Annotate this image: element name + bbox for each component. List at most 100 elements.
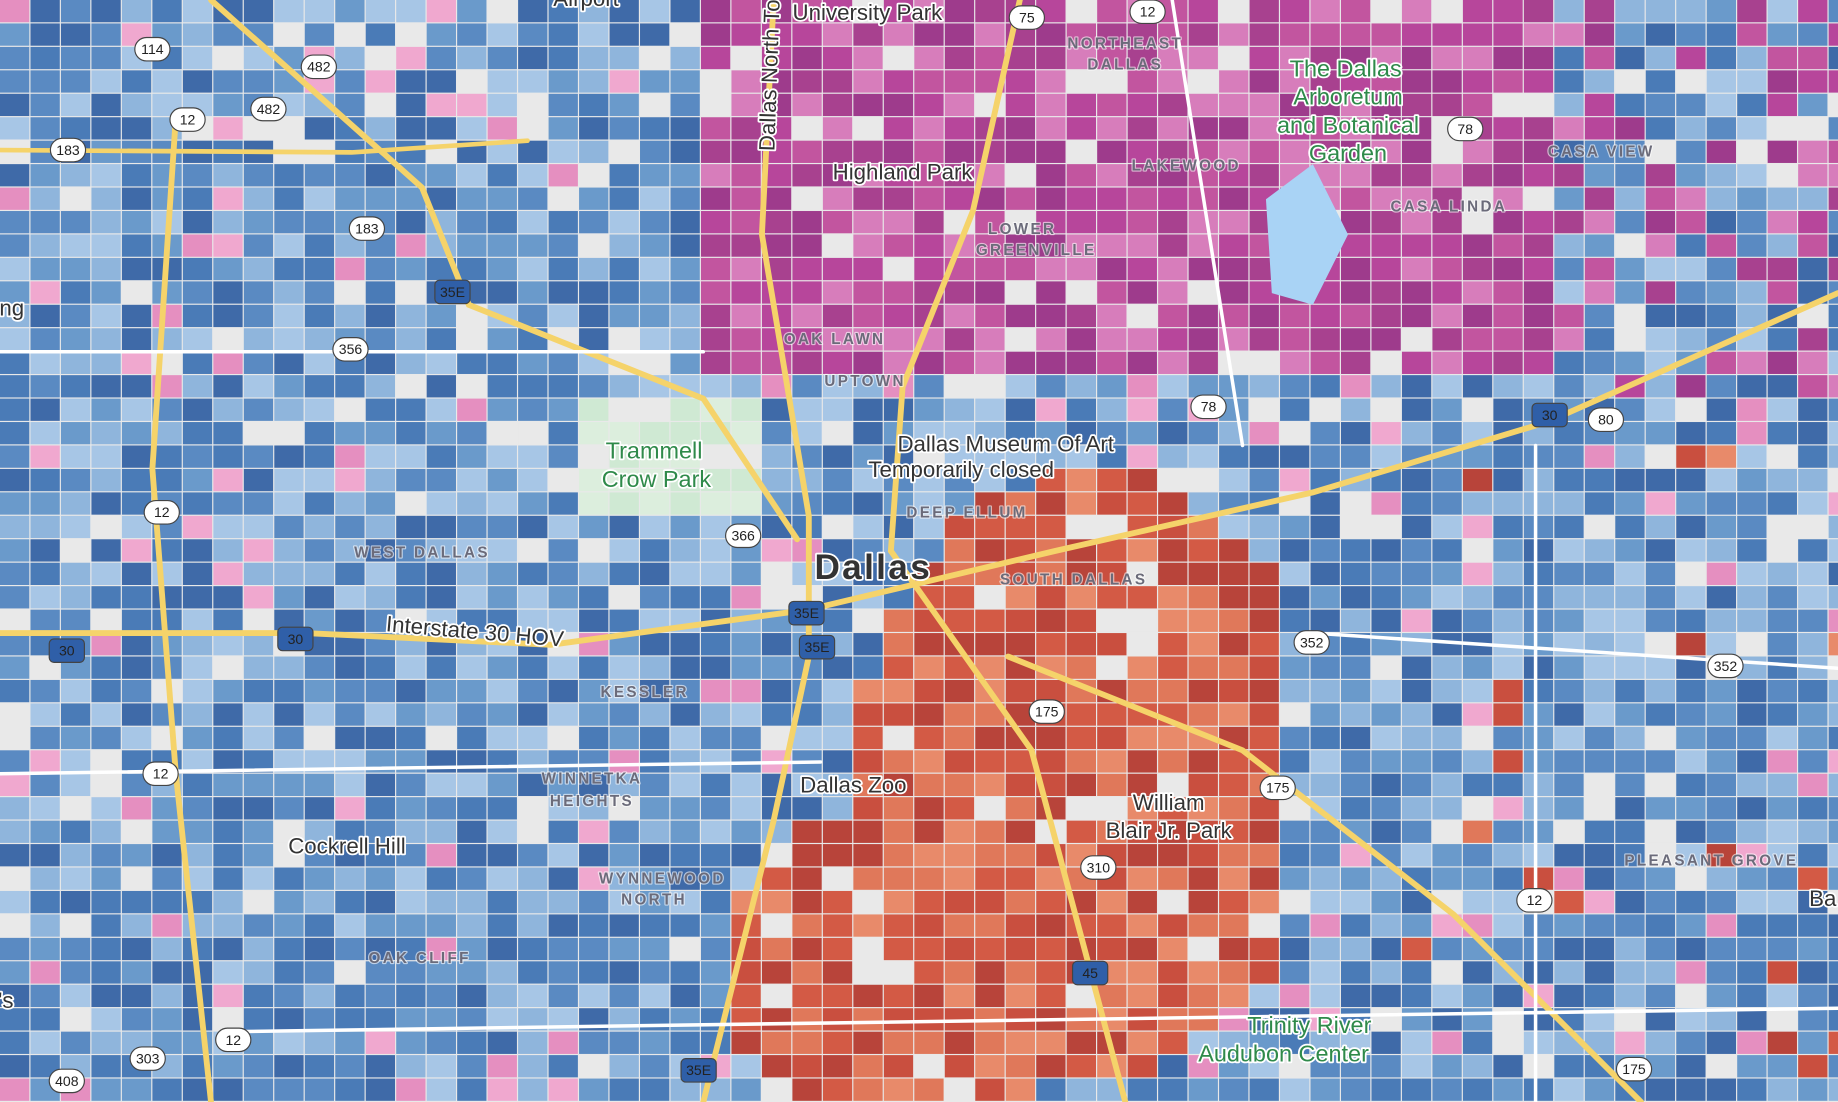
map-block	[152, 609, 182, 632]
map-block	[1249, 93, 1279, 117]
map-block	[152, 586, 182, 609]
map-block	[822, 656, 853, 679]
map-block	[579, 820, 609, 843]
map-block	[1615, 1008, 1645, 1031]
map-block	[1767, 211, 1797, 234]
road-shield-label: 310	[1087, 859, 1111, 875]
map-block	[792, 984, 822, 1008]
map-block	[396, 914, 426, 937]
neighborhood-label: WEST DALLAS	[354, 544, 490, 561]
map-block	[1158, 211, 1188, 234]
map-block	[1523, 820, 1554, 843]
map-block	[1097, 750, 1127, 773]
map-block	[640, 703, 670, 726]
map-block	[182, 750, 213, 773]
map-block	[243, 984, 274, 1008]
map-block	[1432, 398, 1462, 421]
map-block	[1188, 1008, 1218, 1031]
map-block	[1249, 1078, 1279, 1101]
map-block	[1127, 70, 1157, 93]
map-block	[0, 445, 30, 468]
map-block	[975, 633, 1005, 656]
map-block	[731, 492, 761, 515]
map-block	[0, 187, 30, 210]
map-block	[0, 351, 30, 374]
map-block	[1188, 468, 1218, 492]
map-block	[274, 398, 304, 421]
map-block	[1188, 539, 1218, 562]
map-block	[1767, 633, 1797, 656]
map-block	[700, 164, 731, 187]
map-block	[1219, 656, 1249, 679]
map-block	[1523, 375, 1554, 398]
map-block	[548, 726, 578, 750]
map-block	[1584, 562, 1615, 585]
map-block	[1005, 890, 1036, 914]
road-shield	[1587, 407, 1625, 433]
map-block	[1493, 375, 1523, 398]
map-block	[822, 351, 853, 374]
map-block	[1584, 140, 1615, 163]
map-block	[365, 70, 396, 93]
map-block	[1249, 468, 1279, 492]
map-block	[548, 140, 578, 163]
map-block	[1462, 445, 1493, 468]
map-block	[1798, 23, 1828, 46]
map-block	[426, 609, 456, 632]
map-block	[1798, 211, 1828, 234]
map-block	[1767, 445, 1797, 468]
map-block	[1005, 914, 1036, 937]
map-block	[1645, 797, 1676, 820]
map-block	[1340, 140, 1371, 163]
map-block	[396, 984, 426, 1008]
map-block	[975, 844, 1005, 867]
map-block	[1127, 750, 1157, 773]
map-block	[182, 539, 213, 562]
map-block	[609, 281, 639, 304]
map-block	[182, 351, 213, 374]
map-block	[1676, 140, 1706, 163]
map-block	[213, 93, 243, 117]
map-block	[1767, 70, 1797, 93]
map-block	[1127, 445, 1157, 468]
map-block	[1493, 164, 1523, 187]
map-block	[1127, 328, 1157, 351]
map-block	[518, 70, 548, 93]
map-block	[518, 1008, 548, 1031]
map-block	[30, 445, 60, 468]
map-block	[1798, 375, 1828, 398]
map-block	[213, 1078, 243, 1101]
map-block	[609, 398, 639, 421]
map-block	[1706, 679, 1737, 703]
map-block	[914, 726, 944, 750]
map-block	[335, 562, 365, 585]
map-block	[1554, 492, 1584, 515]
map-block	[1767, 281, 1797, 304]
map-block	[1554, 234, 1584, 257]
map-block	[60, 961, 91, 984]
map-block	[1798, 1031, 1828, 1054]
map-block	[1462, 797, 1493, 820]
map-block	[243, 797, 274, 820]
map-block	[518, 1078, 548, 1101]
map-block	[1280, 750, 1310, 773]
map-block	[1554, 562, 1584, 585]
map-block	[853, 328, 883, 351]
map-block	[1493, 234, 1523, 257]
map-block	[1828, 1078, 1838, 1101]
map-block	[1066, 562, 1097, 585]
map-block	[1249, 0, 1279, 23]
map-block	[1432, 422, 1462, 445]
map-block	[396, 445, 426, 468]
map-block	[304, 468, 335, 492]
map-block	[1706, 984, 1737, 1008]
map-block	[579, 304, 609, 328]
map-block	[609, 937, 639, 961]
map-block	[761, 281, 792, 304]
map-block	[335, 703, 365, 726]
map-block	[1523, 234, 1554, 257]
map-block	[1005, 117, 1036, 140]
map-block	[1432, 328, 1462, 351]
map-block	[1158, 1078, 1188, 1101]
map-block	[243, 375, 274, 398]
